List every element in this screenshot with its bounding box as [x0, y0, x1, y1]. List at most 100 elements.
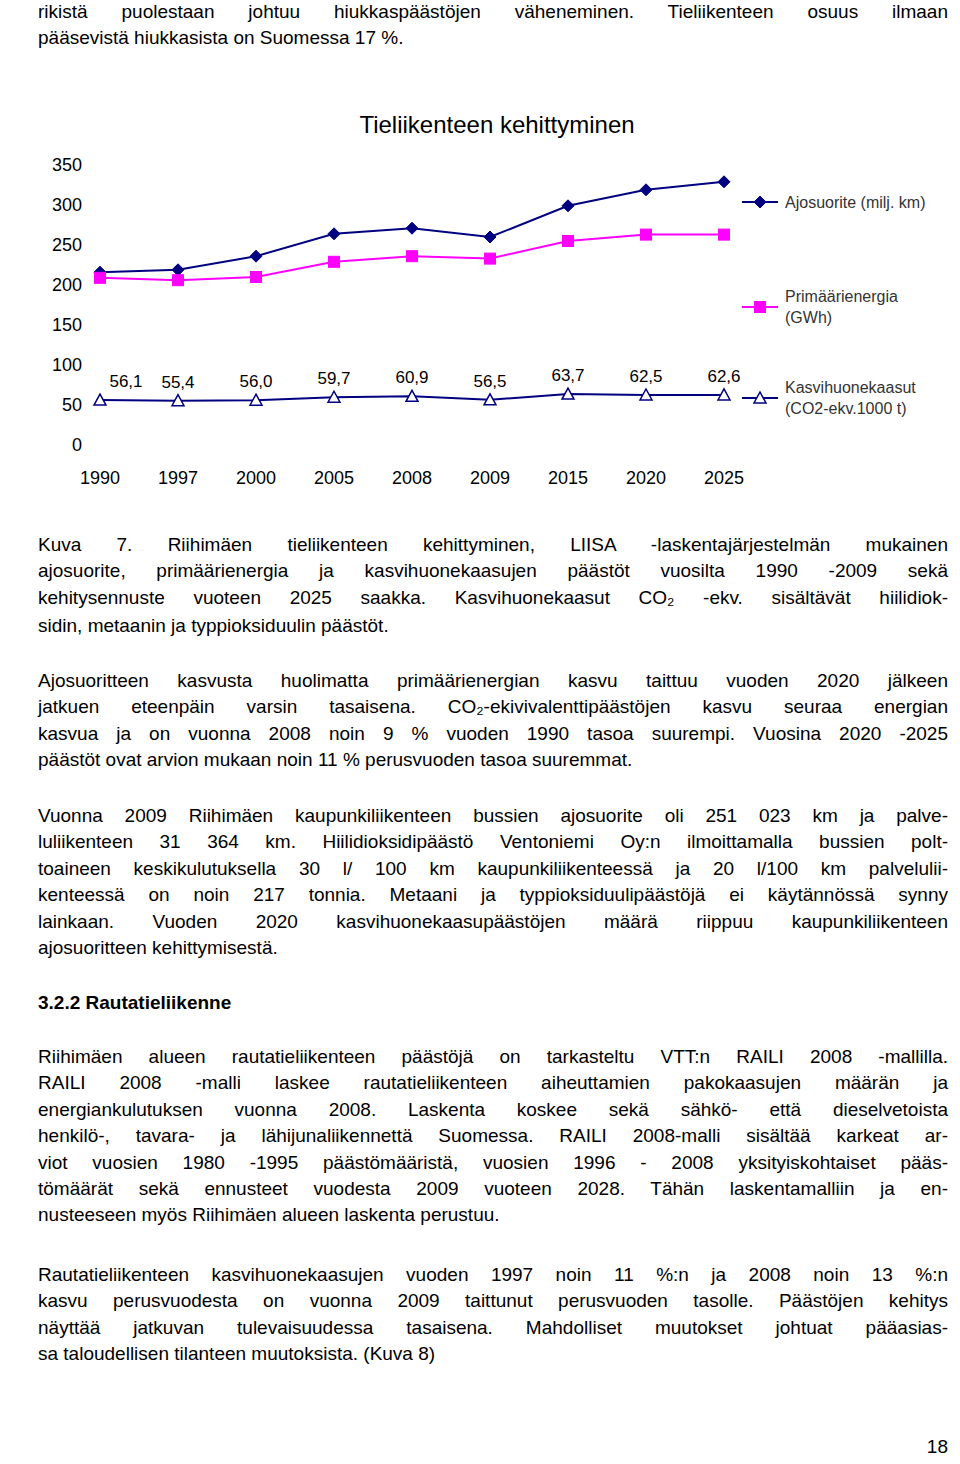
legend-marker — [754, 392, 766, 403]
data-point — [95, 272, 106, 283]
paragraph-line: RAILI 2008 -malli laskee rautatieliikent… — [38, 1070, 948, 1096]
x-tick-label: 2009 — [470, 468, 510, 488]
legend-label: Kasvihuonekaasut (CO2-ekv.1000 t) — [785, 379, 916, 417]
data-point — [407, 251, 418, 262]
paragraph-line: kasvua ja on vuonna 2008 noin 9 % vuoden… — [38, 721, 948, 747]
paragraph-line: henkilö-, tavara- ja lähijunaliikennettä… — [38, 1123, 948, 1149]
data-point — [640, 389, 652, 400]
data-point — [484, 394, 496, 405]
y-tick-label: 300 — [52, 195, 82, 215]
paragraph-line: päästöt ovat arvion mukaan noin 11 % per… — [38, 747, 948, 773]
section-heading: 3.2.2 Rautatieliikenne — [38, 990, 231, 1016]
data-point — [640, 184, 652, 196]
paragraph-line: näyttää jatkuvan tulevaisuudessa tasaise… — [38, 1315, 948, 1341]
series-line — [100, 182, 724, 272]
data-label: 56,5 — [473, 372, 506, 391]
paragraph-line: luliikenteen 31 364 km. Hiilidioksidipää… — [38, 829, 948, 855]
data-point — [329, 256, 340, 267]
legend-label-part: (CO2-ekv.1000 t) — [785, 400, 907, 417]
data-point — [250, 394, 262, 405]
paragraph-line: viot vuosien 1980 -1995 päästömääristä, … — [38, 1150, 948, 1176]
x-tick-label: 2000 — [236, 468, 276, 488]
x-tick-label: 1997 — [158, 468, 198, 488]
plot-area — [94, 176, 730, 406]
data-label: 56,1 — [109, 372, 142, 391]
legend-label-part: (GWh) — [785, 309, 832, 326]
data-point — [406, 222, 418, 234]
legend-entry: Kasvihuonekaasut (CO2-ekv.1000 t) — [742, 379, 916, 417]
page-number: 18 — [900, 1434, 948, 1460]
data-label: 56,0 — [239, 372, 272, 391]
data-point — [94, 394, 106, 405]
paragraph-line: Rautatieliikenteen kasvihuonekaasujen vu… — [38, 1262, 948, 1288]
legend-label: Ajosuorite (milj. km) — [785, 194, 925, 211]
paragraph-line: Vuonna 2009 Riihimäen kaupunkiliikenteen… — [38, 803, 948, 829]
data-label: 55,4 — [161, 373, 194, 392]
y-tick-label: 0 — [72, 435, 82, 455]
paragraph-line: kasvu perusvuodesta on vuonna 2009 taitt… — [38, 1288, 948, 1314]
legend-marker — [754, 196, 766, 208]
chart: Tieliikenteen kehittyminen 0 50 100 150 200 25… — [0, 0, 960, 520]
data-label: 60,9 — [395, 368, 428, 387]
page: rikistä puolestaan johtuu hiukkaspäästöj… — [0, 0, 960, 1464]
paragraph-line: Ajosuoritteen kasvusta huolimatta primää… — [38, 668, 948, 694]
data-point — [562, 200, 574, 212]
data-label: 63,7 — [551, 366, 584, 385]
body-text: pääsevistä hiukkasista on Suomessa 17 %. — [38, 25, 948, 51]
legend-entry: Primäärienergia (GWh) — [742, 288, 898, 326]
x-tick-label: 2020 — [626, 468, 666, 488]
data-label: 62,6 — [707, 367, 740, 386]
data-point — [641, 229, 652, 240]
data-point — [328, 228, 340, 240]
data-point — [406, 390, 418, 401]
x-tick-label: 1990 — [80, 468, 120, 488]
paragraph-line: jatkuen eteenpäin varsin tasaisena. CO₂-… — [38, 694, 948, 720]
series-line — [100, 235, 724, 281]
data-point — [172, 264, 184, 276]
legend-entry: Ajosuorite (milj. km) — [742, 194, 925, 211]
legend-label-part: Primäärienergia — [785, 288, 898, 305]
data-point — [484, 231, 496, 243]
data-point — [328, 391, 340, 402]
figure-caption: sidin, metaanin ja typpioksiduulin pääst… — [38, 613, 948, 639]
paragraph-line: nusteeseen myös Riihimäen alueen laskent… — [38, 1202, 948, 1228]
data-point — [718, 389, 730, 400]
data-point — [719, 229, 730, 240]
figure-caption: kehitysennuste vuoteen 2025 saakka. Kasv… — [38, 585, 948, 611]
data-point — [251, 272, 262, 283]
x-tick-label: 2005 — [314, 468, 354, 488]
data-label: 59,7 — [317, 369, 350, 388]
legend-label: Primäärienergia (GWh) — [785, 288, 898, 326]
legend-marker — [755, 302, 766, 313]
x-tick-label: 2025 — [704, 468, 744, 488]
paragraph-line: Riihimäen alueen rautatieliikenteen pääs… — [38, 1044, 948, 1070]
y-tick-label: 150 — [52, 315, 82, 335]
paragraph-line: lainkaan. Vuoden 2020 kasvihuonekaasupää… — [38, 909, 948, 935]
figure-caption: Kuva 7. Riihimäen tieliikenteen kehittym… — [38, 532, 948, 558]
data-point — [172, 395, 184, 406]
paragraph-line: sa taloudellisen tilanteen muutoksista. … — [38, 1341, 948, 1367]
data-point — [250, 250, 262, 262]
data-point — [562, 388, 574, 399]
legend-label-part: Kasvihuonekaasut — [785, 379, 916, 396]
chart-title: Tieliikenteen kehittyminen — [359, 111, 634, 138]
x-tick-label: 2015 — [548, 468, 588, 488]
data-point — [563, 236, 574, 247]
data-point — [718, 176, 730, 188]
y-tick-label: 350 — [52, 155, 82, 175]
paragraph-line: kenteessä on noin 217 tonnia. Metaani ja… — [38, 882, 948, 908]
data-point — [485, 253, 496, 264]
paragraph-line: tömäärät sekä ennusteet vuodesta 2009 vu… — [38, 1176, 948, 1202]
paragraph-line: energiankulutuksen vuonna 2008. Laskenta… — [38, 1097, 948, 1123]
figure-caption: ajosuorite, primäärienergia ja kasvihuon… — [38, 558, 948, 584]
paragraph-line: toaineen keskikulutuksella 30 l/ 100 km … — [38, 856, 948, 882]
body-text: rikistä puolestaan johtuu hiukkaspäästöj… — [38, 0, 948, 25]
x-tick-label: 2008 — [392, 468, 432, 488]
y-tick-label: 200 — [52, 275, 82, 295]
y-tick-label: 100 — [52, 355, 82, 375]
paragraph-line: ajosuoritteen kehittymisestä. — [38, 935, 948, 961]
y-tick-label: 50 — [62, 395, 82, 415]
data-label: 62,5 — [629, 367, 662, 386]
y-tick-label: 250 — [52, 235, 82, 255]
data-point — [173, 275, 184, 286]
